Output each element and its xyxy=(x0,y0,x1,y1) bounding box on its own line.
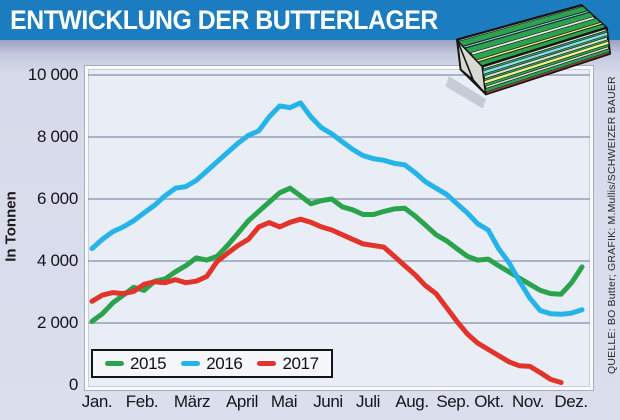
legend-dash-icon xyxy=(105,361,124,366)
y-tick-label: 8 000 xyxy=(36,127,78,146)
series-line-2016 xyxy=(89,100,585,317)
series-line-2017 xyxy=(89,216,564,385)
page-title: ENTWICKLUNG DER BUTTERLAGER xyxy=(10,4,438,35)
x-tick-label: Juli xyxy=(356,392,380,411)
x-tick-label: April xyxy=(225,392,259,411)
legend-label: 2015 xyxy=(130,353,167,373)
butter-package-icon xyxy=(435,0,620,117)
y-tick-label: 0 xyxy=(68,375,78,394)
y-tick-label: 6 000 xyxy=(36,189,78,208)
legend-dash-icon xyxy=(257,361,277,366)
x-tick-label: Nov. xyxy=(511,392,545,411)
source-caption: QUELLE: BO Butter; GRAFIK: M.Mullis/SCHW… xyxy=(606,76,618,374)
legend-label: 2016 xyxy=(206,353,243,373)
y-tick-label: 2 000 xyxy=(36,313,78,332)
x-tick-label: März xyxy=(173,392,211,411)
legend-dash-icon xyxy=(181,361,201,366)
chart-canvas xyxy=(88,74,590,385)
legend-item: 2016 xyxy=(181,353,243,374)
y-tick-label: 10 000 xyxy=(27,65,79,84)
legend-label: 2017 xyxy=(282,353,319,373)
x-tick-label: Okt. xyxy=(474,392,504,411)
legend-item: 2015 xyxy=(105,353,167,374)
x-tick-label: Feb. xyxy=(125,392,159,411)
plot-area xyxy=(85,66,593,390)
x-tick-label: Dez. xyxy=(554,392,588,411)
x-tick-label: Mai xyxy=(270,392,298,411)
x-tick-label: Sep. xyxy=(436,392,470,411)
x-tick-label: Aug. xyxy=(395,392,429,411)
title-bar: ENTWICKLUNG DER BUTTERLAGER xyxy=(0,0,620,40)
x-tick-label: Jan. xyxy=(81,392,113,411)
chart-region: In Tonnen 10 000 8 000 6 000 4 000 2 000 0 20… xyxy=(0,40,620,420)
y-tick-label: 4 000 xyxy=(36,251,78,270)
x-tick-label: Juni xyxy=(313,392,343,411)
legend-item: 2017 xyxy=(257,353,319,374)
butter-package-illustration xyxy=(445,4,612,109)
series-line-2015 xyxy=(89,185,585,324)
chart-legend: 2015 2016 2017 xyxy=(91,349,333,378)
